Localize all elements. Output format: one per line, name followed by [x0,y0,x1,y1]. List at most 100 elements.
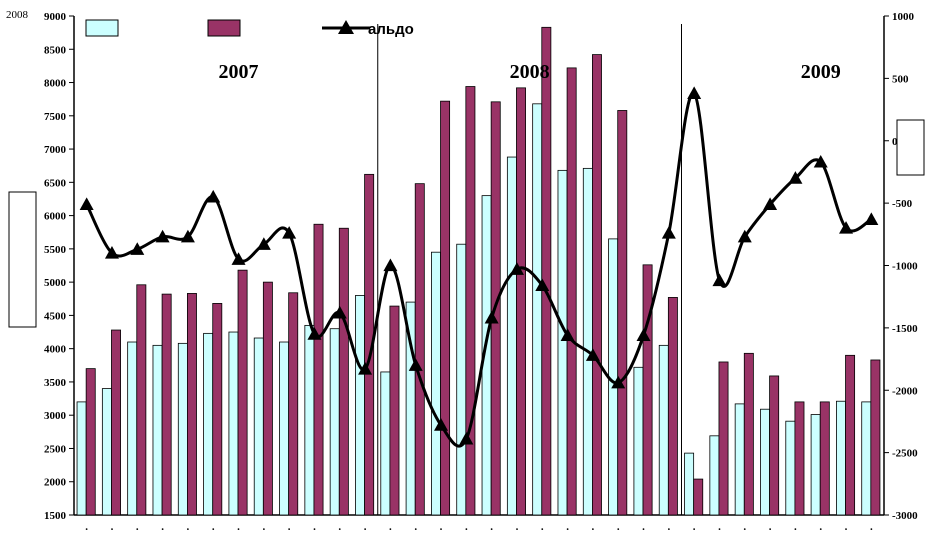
bar-series-b [161,293,172,516]
bar-series-a [329,328,340,516]
bar-series-a [760,408,770,516]
line-point-triangle [383,258,398,272]
x-tick-label: . [262,521,265,533]
bar-series-a [836,400,846,516]
bar-series-a [734,403,745,516]
left-axis-ticks: 1500 2000 2500 3000 3500 4000 4500 5000 5500 6000… [44,11,74,522]
bar-series-a [709,435,720,516]
bar-series-b [794,401,805,516]
x-tick-label: . [338,521,341,533]
x-tick-label: . [237,521,240,533]
line-path [85,91,873,448]
line-point-triangle [155,229,170,243]
x-tick-label: . [617,521,620,533]
x-tick-label: . [541,521,544,533]
left-tick-label: 3500 [44,377,67,389]
left-tick-label: 1500 [44,510,67,522]
left-tick-label: 9000 [44,11,67,23]
line-point-triangle [180,229,195,243]
line-point-triangle [484,310,499,324]
x-tick-label: . [566,521,569,533]
bar-series-b [136,284,147,516]
line-series [79,86,879,448]
bar-series [76,26,881,516]
bar-series-b [389,305,400,516]
bar-series-a [177,342,188,516]
left-tick-label: 7000 [44,144,67,156]
bar-series-a [355,295,365,516]
bar-series-b [667,297,678,516]
right-axis-ticks: -3000 -2500 -2000 -1500 -1000 -500 0 500 1000 [884,11,918,522]
x-tick-label: . [743,521,746,533]
bar-series-b [718,361,729,516]
line-point-triangle [206,189,221,203]
year-label: 2007 [219,61,259,83]
bar-series-b [262,281,273,516]
bar-series-b [743,352,754,516]
legend-swatch-series-b [207,19,241,37]
line-point-triangle [256,237,271,250]
bar-series-a [557,169,568,516]
left-tick-label: 2000 [44,477,67,489]
x-tick-label: . [870,521,873,533]
line-point-triangle [307,327,322,340]
bar-series-a [203,332,214,516]
left-tick-label: 4500 [44,310,67,322]
bar-series-a [380,371,391,516]
x-tick-label: . [819,521,822,533]
year-label: 2009 [801,61,841,83]
x-tick-label: . [490,521,493,533]
bar-series-b [566,67,577,516]
x-tick-label: . [769,521,772,533]
bar-series-b [414,183,425,516]
bar-series-a [456,243,467,516]
bar-series-a [76,401,87,516]
bar-series-b [693,478,704,516]
line-point-triangle [332,305,347,319]
x-tick-label: . [642,521,645,533]
line-point-triangle [712,273,727,287]
right-tick-label: 1000 [892,11,915,23]
line-point-triangle [560,328,575,341]
x-tick-label: . [136,521,139,533]
bar-series-a [532,103,543,516]
left-tick-label: 3000 [44,410,67,422]
bar-series-b [237,269,248,516]
line-point-triangle [839,221,854,234]
x-tick-label: . [667,521,670,533]
x-tick-label: . [718,521,721,533]
left-tick-label: 8000 [44,78,67,90]
right-tick-label: -1000 [892,261,918,273]
bar-series-b [338,227,349,516]
legend: альдо [85,19,414,38]
bar-series-b [819,401,830,516]
line-point-triangle [459,431,474,445]
x-tick-label: . [389,521,392,533]
x-tick-label: . [414,521,417,533]
x-tick-label: . [794,521,797,533]
bar-series-b [85,368,96,516]
bar-series-a [785,420,796,516]
x-tick-label: . [516,521,519,533]
year-label: 2008 [510,61,550,83]
bar-series-a [279,341,290,516]
bar-series-b [769,375,780,516]
line-point-triangle [358,362,373,375]
bar-series-b [212,303,223,516]
x-tick-label: . [440,521,443,533]
bar-series-a [253,337,264,516]
x-tick-label: . [187,521,190,533]
year-labels: 2007 2008 2009 [219,61,841,83]
line-point-triangle [282,226,297,239]
line-point-triangle [408,358,423,371]
line-point-triangle [864,212,879,225]
corner-label: 2008 [6,9,29,21]
bar-series-a [506,156,517,516]
bar-series-b [186,293,197,516]
line-point-triangle [813,154,828,168]
left-tick-label: 8500 [44,44,67,56]
right-tick-label: -2000 [892,385,918,397]
right-tick-label: -3000 [892,510,918,522]
right-tick-label: 0 [892,136,898,148]
